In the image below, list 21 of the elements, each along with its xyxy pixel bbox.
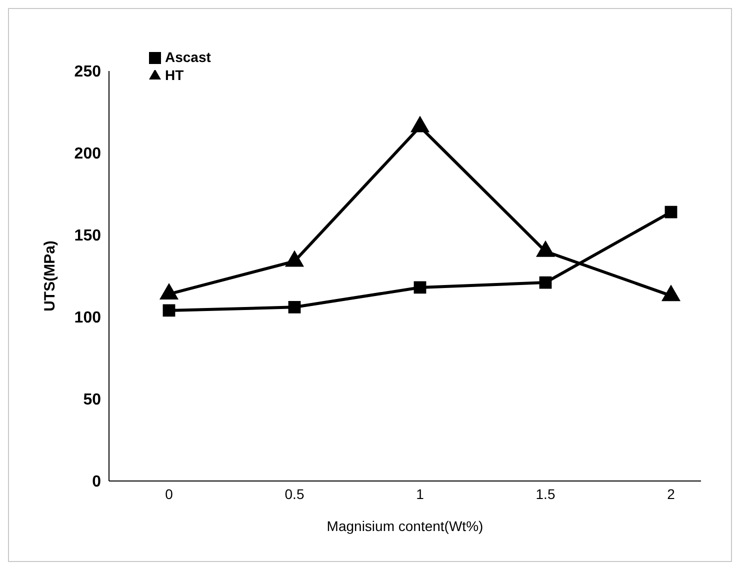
x-tick-label: 1 <box>416 486 424 502</box>
y-tick-label: 150 <box>74 228 102 245</box>
y-tick-label: 200 <box>74 146 102 163</box>
x-tick-label: 0.5 <box>284 486 304 502</box>
x-tick-label: 2 <box>667 486 676 502</box>
y-tick-label: 250 <box>74 64 102 81</box>
y-axis-title: UTS(MPa) <box>41 240 58 312</box>
point <box>664 206 678 218</box>
point <box>539 276 552 289</box>
legend-label: HT <box>165 67 184 83</box>
x-tick-label: 1.5 <box>536 486 556 502</box>
y-tick-label: 100 <box>74 310 102 327</box>
point <box>414 281 426 294</box>
point <box>288 300 301 314</box>
point <box>410 116 430 132</box>
x-tick-label: 0 <box>165 486 174 502</box>
x-axis-title: Magnisium content(Wt%) <box>326 518 484 534</box>
point <box>162 304 176 317</box>
y-tick-label: 0 <box>92 474 102 491</box>
y-tick-label: 50 <box>83 392 102 409</box>
legend-label: Ascast <box>165 49 211 65</box>
